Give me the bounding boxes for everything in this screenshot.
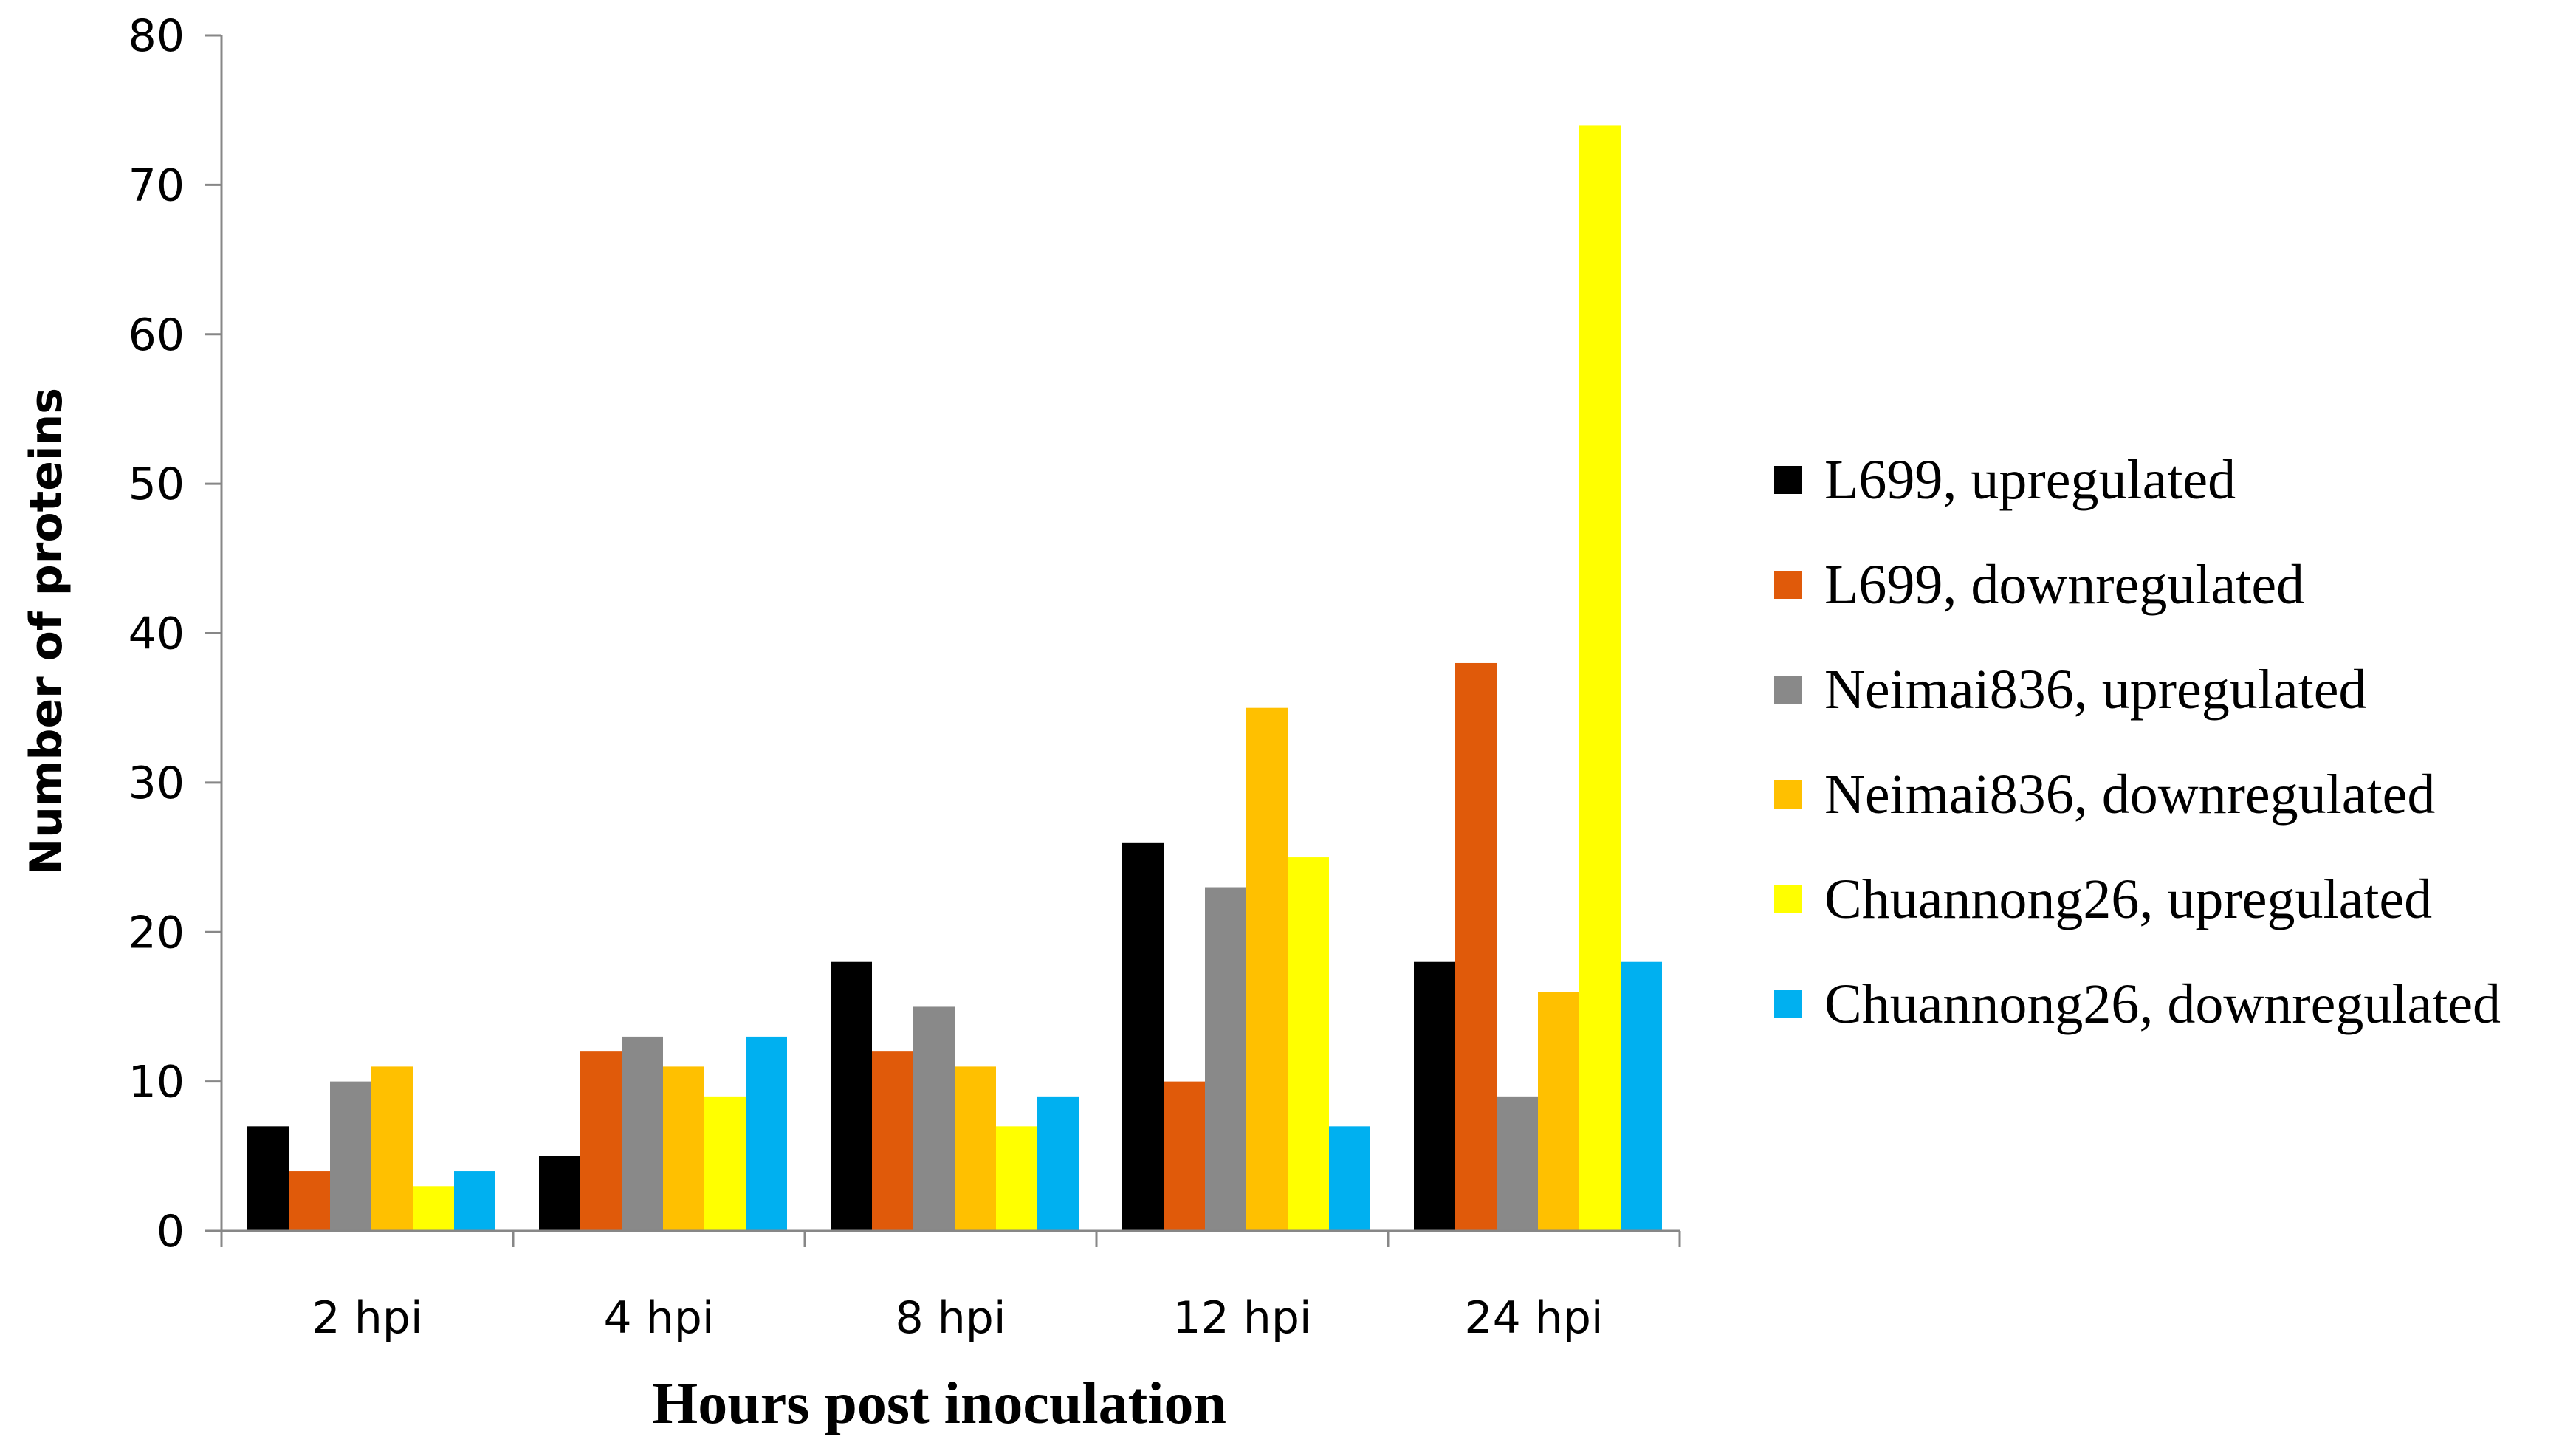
y-tick-label: 50 [128,459,185,510]
x-tick-label: 8 hpi [895,1292,1006,1344]
legend-label-6: Chuannong26, downregulated [1824,973,2501,1035]
bar-6-5 [1621,961,1662,1231]
legend-swatch-1 [1774,466,1802,494]
bar-4-5 [1538,992,1579,1231]
bar-1-5 [1414,961,1455,1231]
legend: L699, upregulated L699, downregulated Neim… [1774,449,2501,1035]
bar-3-5 [1497,1096,1538,1231]
x-tick-label: 24 hpi [1464,1292,1603,1344]
x-tick-label: 4 hpi [603,1292,714,1344]
y-tick-label: 0 [157,1206,185,1257]
bar-6-3 [1037,1096,1079,1231]
bar-3-4 [1205,887,1246,1231]
y-tick-label: 60 [128,309,185,361]
bar-2-3 [872,1051,913,1231]
bar-4-3 [955,1066,996,1231]
bar-2-1 [289,1171,330,1231]
bar-6-4 [1329,1126,1370,1231]
bar-6-1 [454,1171,495,1231]
legend-swatch-3 [1774,676,1802,704]
bar-1-2 [539,1156,580,1231]
bar-2-4 [1164,1081,1205,1231]
bar-5-4 [1288,857,1329,1231]
x-axis-title: Hours post inoculation [652,1371,1226,1436]
y-tick-label: 70 [128,159,185,211]
bar-2-2 [580,1051,622,1231]
y-tick-label: 10 [128,1057,185,1108]
legend-swatch-2 [1774,571,1802,599]
axes-group [205,34,1681,1247]
bar-5-3 [996,1126,1037,1231]
legend-label-4: Neimai836, downregulated [1824,764,2435,826]
bar-3-3 [913,1006,955,1231]
legend-label-5: Chuannong26, upregulated [1824,868,2432,930]
legend-label-2: L699, downregulated [1824,554,2304,616]
y-axis-title: Number of proteins [21,388,72,875]
bar-6-2 [746,1036,787,1231]
bar-2-5 [1455,662,1497,1231]
x-tick-label: 2 hpi [312,1292,422,1344]
bar-5-1 [413,1186,454,1231]
bar-3-2 [622,1036,663,1231]
bar-1-4 [1122,842,1164,1231]
y-tick-label: 20 [128,907,185,958]
legend-label-1: L699, upregulated [1824,449,2236,511]
bars-group [247,125,1662,1231]
legend-swatch-6 [1774,990,1802,1018]
bar-4-2 [663,1066,704,1231]
legend-label-3: Neimai836, upregulated [1824,659,2366,721]
y-tick-label: 80 [128,10,185,62]
bar-5-2 [704,1096,746,1231]
ticks-group: 0 10 20 30 40 50 60 70 80 2 hpi 4 hpi 8 hpi 12 hpi 24… [128,10,1604,1344]
bar-4-4 [1246,707,1288,1231]
bar-3-1 [330,1081,371,1231]
legend-swatch-4 [1774,780,1802,809]
bar-1-3 [831,961,872,1231]
bar-1-1 [247,1126,289,1231]
x-tick-label: 12 hpi [1172,1292,1311,1344]
bar-4-1 [371,1066,413,1231]
y-tick-label: 40 [128,608,185,660]
legend-swatch-5 [1774,885,1802,913]
y-tick-label: 30 [128,758,185,809]
bar-5-5 [1579,125,1621,1231]
